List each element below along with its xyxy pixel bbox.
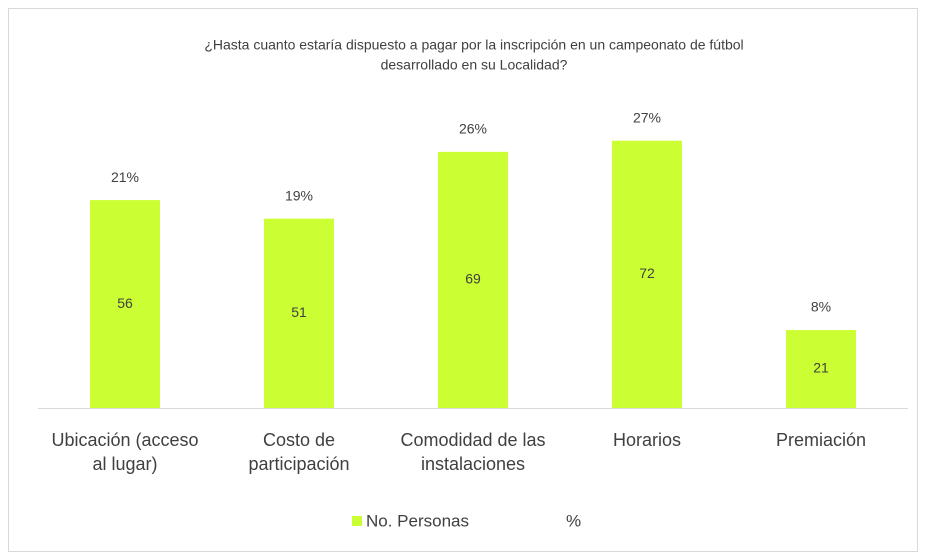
legend-swatch — [352, 516, 362, 526]
bar — [90, 200, 160, 408]
bar — [438, 151, 508, 408]
bar — [612, 140, 682, 408]
legend-label: No. Personas — [366, 511, 469, 530]
data-label: 8% — [811, 299, 831, 315]
data-label: 72 — [639, 265, 655, 281]
data-label: 51 — [291, 304, 307, 320]
data-label: 21% — [111, 169, 139, 185]
chart-title: ¿Hasta cuanto estaría dispuesto a pagar … — [204, 37, 743, 53]
x-tick-label: Ubicación (acceso al lugar) — [51, 430, 199, 474]
chart-title: desarrollado en su Localidad? — [381, 57, 568, 73]
x-tick-label: Comodidad de las instalaciones — [400, 430, 546, 474]
bar — [786, 330, 856, 408]
x-tick-label: Horarios — [612, 430, 682, 450]
data-label: 26% — [459, 121, 487, 137]
data-label: 69 — [465, 271, 481, 287]
legend-label: % — [566, 511, 581, 530]
x-tick-label: Premiación — [775, 430, 867, 450]
data-label: 56 — [117, 295, 133, 311]
data-label: 21 — [813, 360, 829, 376]
x-tick-label: Costo de participación — [248, 430, 350, 474]
data-label: 19% — [285, 187, 313, 203]
data-label: 27% — [633, 109, 661, 125]
bar — [264, 218, 334, 408]
